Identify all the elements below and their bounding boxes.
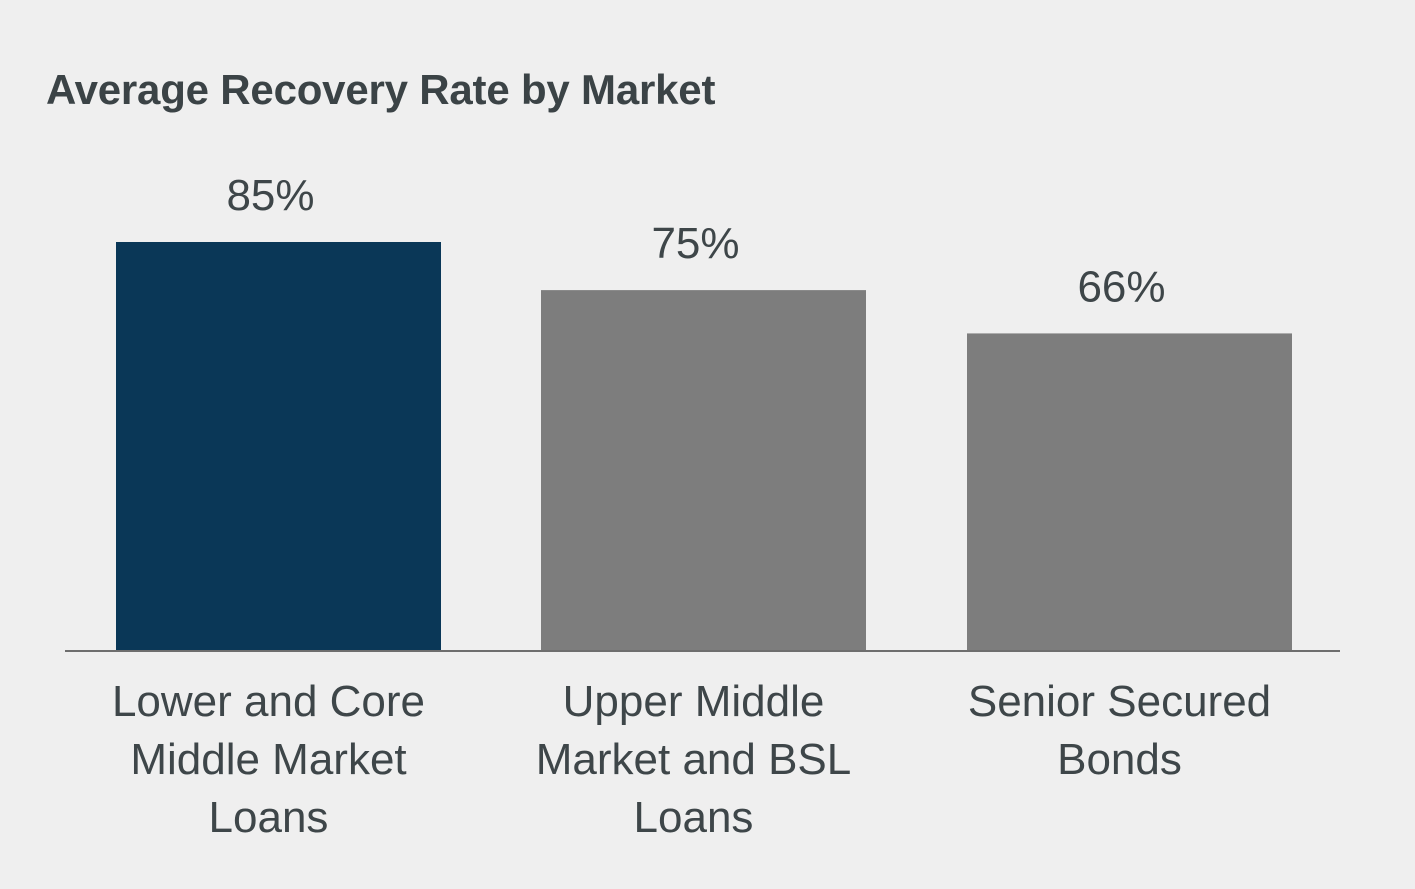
category-label-2-line-2: Market and BSL [536, 735, 852, 784]
category-label-1-line-1: Lower and Core [112, 677, 425, 726]
chart-title: Average Recovery Rate by Market [46, 66, 716, 113]
value-labels-group: 85% 75% 66% [226, 171, 1165, 311]
category-labels-group: Lower and Core Middle Market Loans Upper Mi… [112, 677, 1271, 842]
category-label-2-line-3: Loans [634, 793, 754, 842]
bars-group [116, 242, 1292, 651]
category-label-3-line-2: Bonds [1057, 735, 1182, 784]
value-label-3: 66% [1077, 262, 1165, 311]
category-label-3-line-1: Senior Secured [968, 677, 1271, 726]
value-label-1: 85% [226, 171, 314, 220]
value-label-2: 75% [651, 219, 739, 268]
bar-3 [967, 333, 1292, 651]
category-label-1-line-3: Loans [209, 793, 329, 842]
category-label-1-line-2: Middle Market [130, 735, 406, 784]
bar-1 [116, 242, 441, 651]
bar-2 [541, 290, 866, 651]
category-label-2-line-1: Upper Middle [563, 677, 825, 726]
